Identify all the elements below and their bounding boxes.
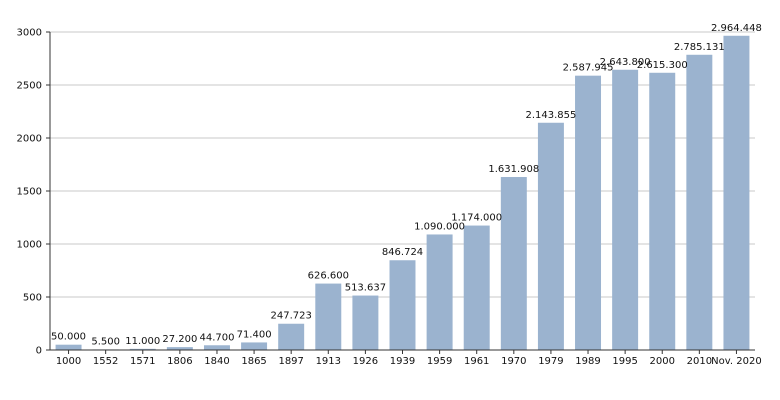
bar-1000 — [55, 344, 82, 350]
bar-1979 — [537, 122, 564, 350]
y-tick-label: 2000 — [17, 134, 42, 145]
x-tick-label: 1989 — [575, 356, 600, 367]
data-label: 626.600 — [308, 271, 349, 282]
data-label: 247.723 — [271, 311, 312, 322]
bar-1865 — [241, 342, 268, 350]
bar-nov-2020 — [723, 35, 750, 350]
data-label: 44.700 — [199, 332, 234, 343]
x-tick-label: 1939 — [390, 356, 415, 367]
y-tick-label: 2500 — [17, 81, 42, 92]
data-label: 2.615.300 — [637, 60, 688, 71]
data-label: 2.143.855 — [525, 110, 576, 121]
bar-1913 — [315, 283, 342, 350]
data-label: 5.500 — [91, 336, 120, 347]
x-tick-label: 1995 — [612, 356, 637, 367]
data-label: 2.643.800 — [600, 57, 651, 68]
data-label: 1.174.000 — [451, 213, 502, 224]
bar-1806 — [166, 347, 193, 350]
data-label: 2.964.448 — [711, 23, 762, 34]
bar-1840 — [203, 345, 230, 350]
bar-1970 — [500, 177, 527, 350]
data-label: 513.637 — [345, 283, 386, 294]
x-tick-label: 2010 — [687, 356, 712, 367]
x-tick-label: 2000 — [650, 356, 675, 367]
x-tick-label: 1840 — [204, 356, 229, 367]
data-label: 2.785.131 — [674, 42, 725, 53]
x-tick-label: 1571 — [130, 356, 155, 367]
x-tick-label: Nov. 2020 — [711, 356, 762, 367]
y-tick-label: 1000 — [17, 240, 42, 251]
x-tick-label: 1806 — [167, 356, 192, 367]
data-label: 11.000 — [125, 336, 160, 347]
data-label: 1.631.908 — [488, 164, 539, 175]
bar-2010 — [686, 54, 713, 350]
bars — [55, 35, 750, 351]
bar-1961 — [463, 225, 490, 350]
x-tick-label: 1926 — [353, 356, 378, 367]
data-label: 2.587.945 — [563, 63, 614, 74]
data-label: 50.000 — [51, 332, 86, 343]
x-tick-label: 1959 — [427, 356, 452, 367]
x-tick-label: 1979 — [538, 356, 563, 367]
axes — [46, 31, 755, 354]
labels: 0 500 1000 1500 2000 2500 3000 50.000 1000 5.500 1… — [17, 23, 762, 367]
data-label: 71.400 — [237, 329, 272, 340]
x-tick-label: 1897 — [278, 356, 303, 367]
bar-2000 — [649, 72, 676, 350]
x-tick-label: 1000 — [56, 356, 81, 367]
bar-1897 — [278, 323, 305, 350]
bar-1571 — [129, 348, 156, 350]
bar-1989 — [575, 75, 602, 351]
y-tick-label: 500 — [23, 293, 42, 304]
bar-1939 — [389, 260, 416, 350]
bar-1959 — [426, 234, 453, 350]
bar-1926 — [352, 295, 379, 350]
y-tick-label: 0 — [36, 346, 42, 357]
data-label: 27.200 — [162, 334, 197, 345]
x-tick-label: 1913 — [316, 356, 341, 367]
y-tick-label: 1500 — [17, 187, 42, 198]
bar-1995 — [612, 69, 639, 350]
data-label: 1.090.000 — [414, 221, 465, 232]
x-tick-label: 1552 — [93, 356, 118, 367]
x-tick-label: 1961 — [464, 356, 489, 367]
y-tick-label: 3000 — [17, 28, 42, 39]
data-label: 846.724 — [382, 247, 423, 258]
x-tick-label: 1970 — [501, 356, 526, 367]
x-tick-label: 1865 — [241, 356, 266, 367]
